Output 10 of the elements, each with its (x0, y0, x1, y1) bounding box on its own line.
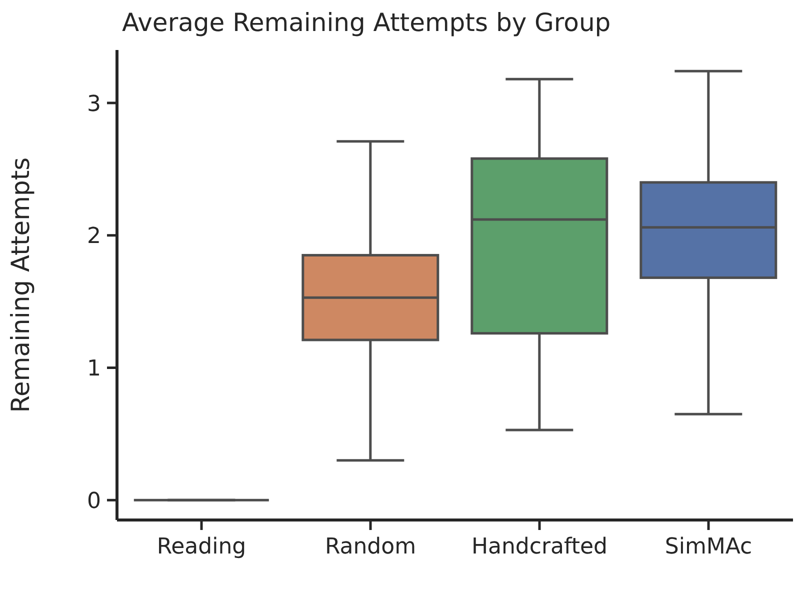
chart-title: Average Remaining Attempts by Group (122, 8, 612, 39)
y-tick-label: 1 (87, 356, 101, 382)
y-axis-title: Remaining Attempts (6, 157, 35, 413)
x-tick-label: Handcrafted (471, 534, 608, 560)
x-tick-label: SimMAc (664, 534, 752, 560)
y-tick-label: 0 (87, 488, 101, 514)
x-tick-label: Reading (156, 534, 246, 560)
x-tick-label: Random (324, 534, 416, 560)
y-tick-label: 3 (87, 92, 101, 117)
y-tick-label: 2 (87, 224, 101, 250)
